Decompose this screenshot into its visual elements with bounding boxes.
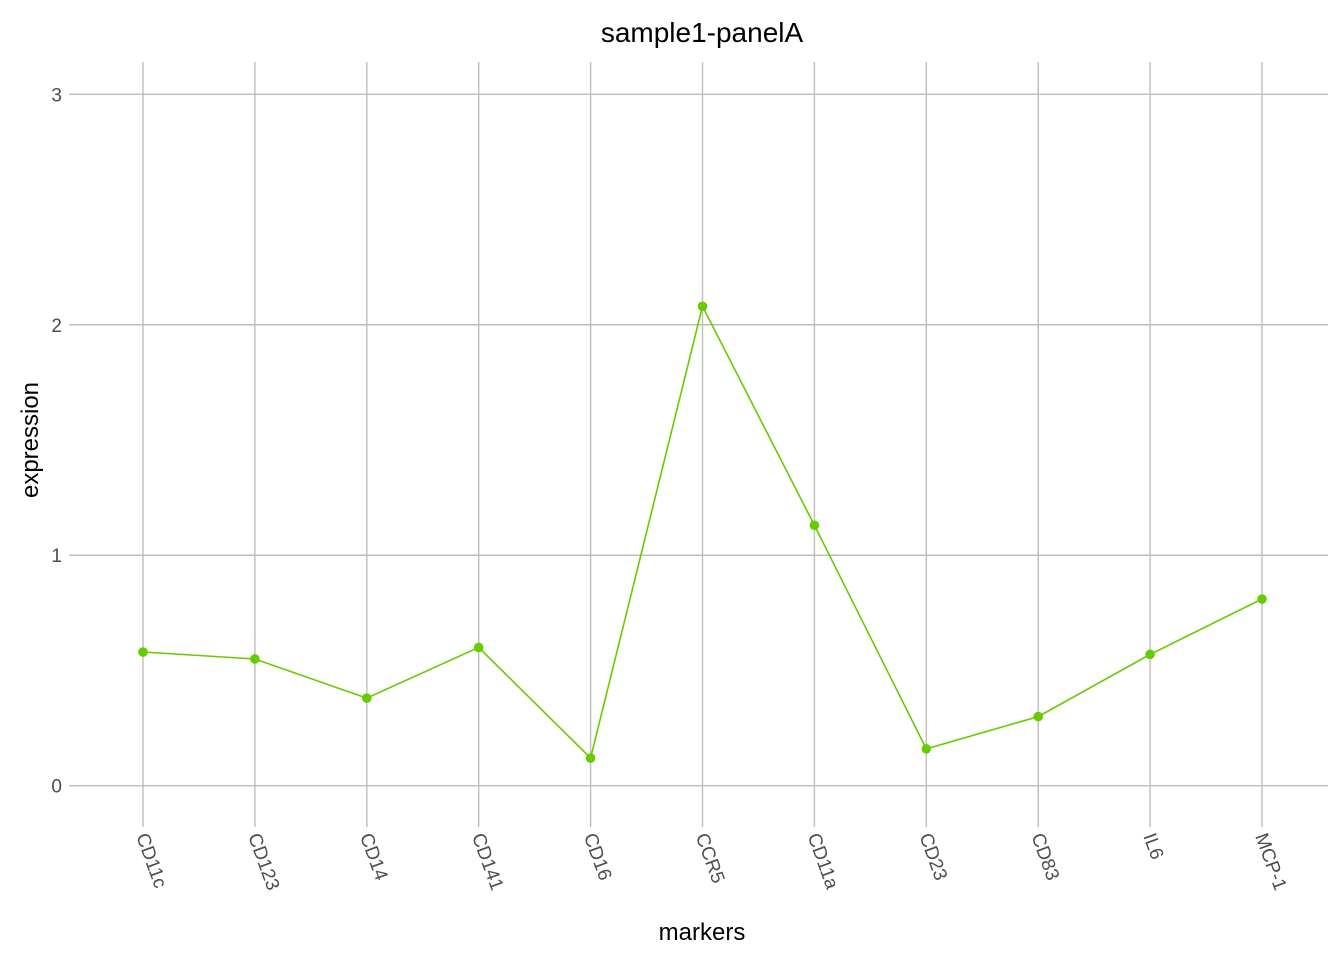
x-axis-ticks: CD11c CD123 CD14 CD141 CD16 CCR5 CD11a CD23 CD83… xyxy=(131,818,1290,893)
x-axis-title: markers xyxy=(659,919,746,946)
x-tick-label: CD11c xyxy=(131,831,170,891)
x-tick-label: CD83 xyxy=(1027,831,1063,884)
y-tick-label: 1 xyxy=(51,546,62,567)
grid-layer xyxy=(78,62,1328,818)
x-tick-label: CD141 xyxy=(467,831,507,894)
x-tick-label: CD23 xyxy=(915,831,951,884)
x-tick-label: CD123 xyxy=(243,831,283,894)
y-tick-label: 3 xyxy=(51,85,62,106)
data-point-cd14 xyxy=(362,693,372,703)
y-tick-label: 0 xyxy=(51,777,62,798)
x-tick-label: CD14 xyxy=(355,831,391,884)
data-point-mcp-1 xyxy=(1257,594,1267,604)
x-tick-label: MCP-1 xyxy=(1250,831,1290,894)
data-point-cd11a xyxy=(809,520,820,531)
series-layer xyxy=(138,301,1267,763)
data-point-cd83 xyxy=(1033,711,1043,722)
data-point-cd123 xyxy=(250,654,260,664)
data-point-cd11c xyxy=(138,647,148,657)
data-point-il6 xyxy=(1145,649,1155,660)
x-tick-label: CCR5 xyxy=(691,831,728,887)
y-tick-label: 2 xyxy=(51,316,62,337)
data-point-ccr5 xyxy=(697,301,708,312)
data-point-cd16 xyxy=(585,753,596,763)
y-axis-title: expression xyxy=(17,382,44,498)
x-tick-label: IL6 xyxy=(1138,831,1167,863)
y-axis-ticks: 0 1 2 3 xyxy=(51,85,78,798)
x-tick-label: CD11a xyxy=(803,831,843,893)
x-tick-label: CD16 xyxy=(579,831,615,884)
chart-title: sample1-panelA xyxy=(601,17,804,48)
data-point-cd141 xyxy=(473,642,484,653)
data-point-cd23 xyxy=(921,744,932,754)
